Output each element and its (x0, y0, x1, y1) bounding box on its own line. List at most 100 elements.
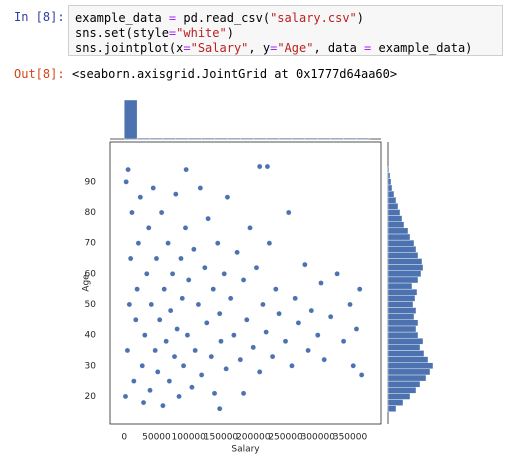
point (266, 240, 273, 246)
histogram-bar (387, 196, 397, 204)
code-token: , data (313, 41, 365, 55)
code-token: = (270, 41, 278, 55)
point (152, 347, 158, 354)
point (137, 194, 144, 200)
point (214, 240, 221, 246)
x-tick-label: 200000 (236, 433, 271, 443)
point (166, 378, 173, 384)
histogram-bar (387, 288, 418, 296)
point (191, 246, 197, 253)
point (126, 301, 133, 308)
point (210, 286, 217, 292)
histogram-bar (330, 137, 344, 140)
point (143, 271, 150, 277)
code-token: "Age" (277, 41, 314, 55)
point (318, 280, 324, 286)
point (142, 332, 148, 338)
point (216, 405, 223, 412)
code-token: "salary.csv" (270, 11, 357, 25)
histogram-bar (387, 178, 392, 186)
point (139, 362, 146, 369)
histogram-bar (387, 246, 417, 253)
point (179, 295, 186, 302)
point (269, 353, 276, 360)
point (123, 179, 129, 185)
point (173, 191, 179, 197)
point (273, 286, 279, 292)
point (223, 366, 229, 372)
histogram-bar (387, 399, 404, 406)
histogram-bar (387, 221, 405, 229)
histogram-bar (387, 380, 421, 388)
point (260, 301, 266, 308)
code-line: sns.set(style="white") (75, 26, 496, 41)
point (356, 286, 363, 292)
y-tick-label: 60 (85, 269, 97, 279)
histogram-bar (162, 137, 177, 140)
point (263, 329, 269, 335)
y-tick-label: 90 (85, 177, 97, 187)
y-tick-label: 50 (85, 300, 97, 310)
histogram-bar (175, 137, 189, 140)
code-token: sns.jointplot(x (75, 41, 184, 55)
x-tick-label: 0 (121, 433, 127, 443)
code-line: example_data = pd.read_csv("salary.csv") (75, 11, 496, 26)
point (148, 301, 155, 308)
y-tick-label: 40 (85, 331, 97, 341)
histogram-bar (356, 137, 370, 140)
point (134, 286, 140, 292)
code-cell[interactable]: example_data = pd.read_csv("salary.csv")… (68, 5, 503, 56)
point (358, 372, 365, 378)
histogram-bar (343, 137, 357, 140)
code-token: "Salary" (190, 41, 249, 55)
histogram-bar (265, 137, 280, 140)
histogram-bar (387, 350, 425, 357)
point (161, 286, 167, 292)
code-token: ) (356, 11, 365, 25)
point (125, 166, 131, 173)
point (250, 344, 257, 351)
point (189, 384, 195, 391)
x-axis-label: Salary (231, 445, 260, 455)
histogram-bar (387, 362, 434, 370)
point (256, 163, 263, 170)
histogram-bar (278, 137, 293, 140)
point (150, 185, 157, 191)
y-tick-label: 80 (85, 208, 97, 218)
code-token: example_data) (371, 41, 473, 55)
histogram-bar (304, 137, 318, 140)
point (243, 316, 250, 323)
point (285, 209, 292, 216)
point (305, 347, 311, 354)
point (185, 277, 192, 283)
histogram-bar (387, 227, 409, 235)
histogram-bar (188, 137, 202, 140)
histogram-bar (123, 99, 138, 140)
code-token: = (168, 11, 177, 25)
point (208, 353, 215, 360)
x-tick-label: 350000 (333, 433, 368, 443)
histogram-bar (387, 172, 391, 179)
point (154, 369, 161, 375)
code-token: example_data (75, 11, 169, 25)
point (227, 295, 234, 302)
histogram-bar (387, 252, 419, 259)
code-token: = (183, 41, 191, 55)
histogram-bar (387, 319, 419, 327)
input-prompt: In [8]: (14, 10, 65, 24)
histogram-bar (387, 264, 424, 271)
point (174, 326, 180, 332)
point (292, 295, 298, 302)
point (205, 215, 211, 222)
point (221, 271, 228, 277)
point (289, 362, 295, 369)
histogram-bar (387, 282, 413, 290)
point (122, 393, 129, 400)
point (211, 390, 218, 397)
point (195, 301, 202, 308)
point (135, 240, 142, 246)
code-token: = (168, 26, 177, 40)
point (165, 240, 171, 246)
histogram-bar (387, 276, 419, 284)
histogram-bar (253, 137, 267, 140)
